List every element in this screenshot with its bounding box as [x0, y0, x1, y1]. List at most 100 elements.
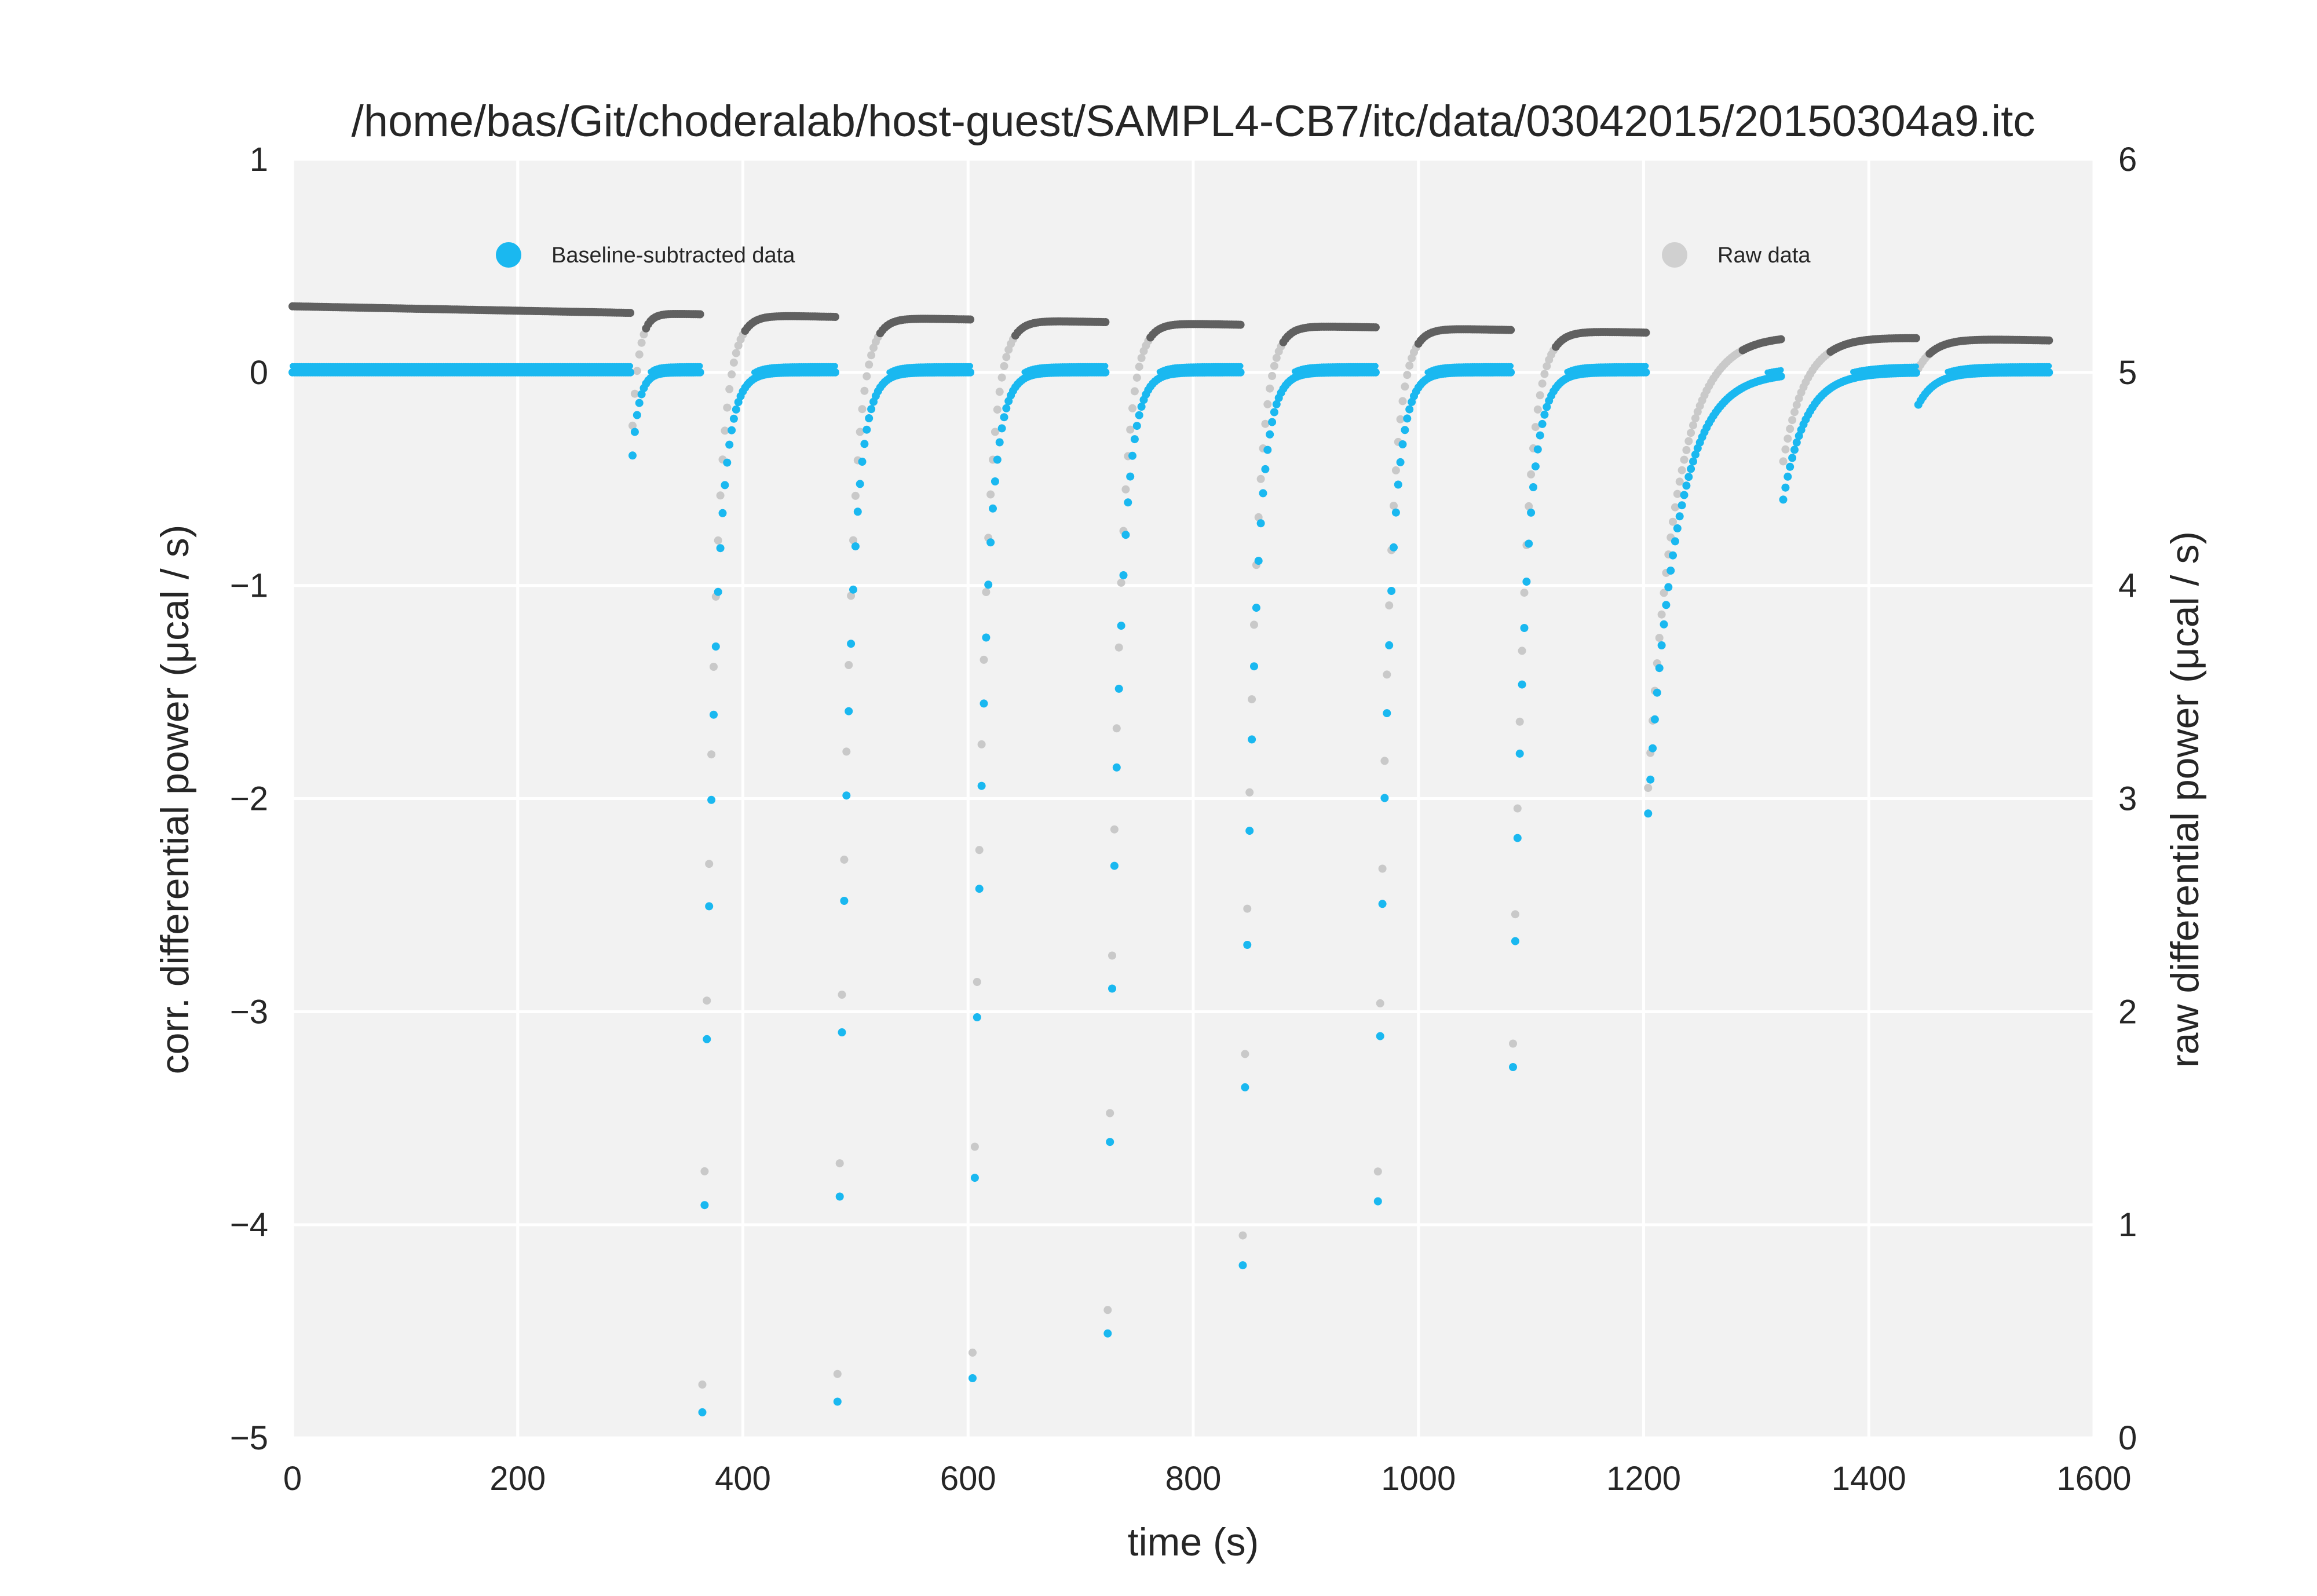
raw-data-point [1383, 670, 1391, 679]
corrected-data-point [1649, 744, 1657, 753]
raw-data-point [633, 367, 641, 375]
raw-data-point [725, 385, 734, 393]
corrected-data-point [1525, 539, 1533, 548]
corrected-data-point [1132, 422, 1141, 430]
raw-data-point [831, 313, 839, 321]
corrected-data-point [865, 414, 874, 422]
corrected-data-point [1913, 363, 1919, 370]
raw-data-point [1644, 784, 1653, 792]
raw-data-point [637, 338, 646, 347]
y-left-tick-label: −3 [230, 993, 268, 1031]
raw-data-point [1680, 455, 1689, 464]
corrected-data-point [982, 633, 991, 642]
corrected-data-point [1671, 537, 1679, 546]
raw-data-point [1371, 323, 1380, 332]
raw-data-point [1779, 457, 1788, 466]
raw-data-point [710, 663, 718, 671]
raw-data-point [1912, 334, 1920, 342]
corrected-data-point [970, 1174, 979, 1182]
x-tick-label: 200 [489, 1460, 546, 1498]
raw-data-point [847, 591, 856, 600]
corrected-data-point [1270, 408, 1278, 417]
raw-data-point [860, 386, 869, 395]
corrected-data-point [1101, 368, 1110, 377]
corrected-data-point [698, 1408, 707, 1416]
x-tick-label: 600 [940, 1460, 996, 1498]
raw-data-point [1117, 578, 1125, 587]
raw-data-point [696, 310, 704, 319]
y-left-tick-label: −4 [230, 1206, 268, 1244]
corrected-data-point [1405, 405, 1414, 414]
raw-data-point [1515, 717, 1524, 726]
raw-data-point [858, 405, 867, 414]
raw-data-point [1691, 414, 1700, 422]
raw-data-point [838, 991, 846, 999]
corrected-data-point [1130, 435, 1139, 444]
raw-data-point [734, 341, 743, 350]
corrected-data-point [711, 642, 720, 651]
raw-data-point [703, 996, 711, 1005]
y-right-tick-label: 4 [2118, 567, 2137, 605]
corrected-data-point [628, 451, 637, 460]
corrected-data-point [714, 587, 722, 596]
raw-data-point [966, 315, 975, 324]
corrected-data-point [1642, 368, 1650, 377]
corrected-data-point [1912, 368, 1920, 377]
corrected-data-point [1396, 458, 1405, 466]
corrected-data-point [1103, 1329, 1112, 1338]
corrected-data-point [1272, 400, 1281, 408]
raw-data-point [1108, 951, 1116, 960]
corrected-data-point [1403, 414, 1412, 423]
y-left-tick-label: −1 [230, 567, 268, 605]
raw-data-point [867, 351, 876, 360]
raw-data-point [835, 1159, 844, 1168]
raw-data-point [982, 588, 991, 596]
corrected-data-point [1527, 508, 1536, 517]
corrected-data-point [1673, 524, 1682, 532]
raw-data-point [1689, 421, 1697, 430]
raw-data-point [1268, 372, 1277, 380]
corrected-data-point [969, 1374, 977, 1382]
corrected-data-point [1520, 624, 1529, 632]
raw-data-point [1509, 1039, 1517, 1048]
raw-data-point [1527, 470, 1536, 479]
corrected-data-point [849, 585, 857, 594]
corrected-data-point [1110, 861, 1119, 870]
corrected-data-point [703, 1035, 711, 1043]
raw-data-point [980, 655, 988, 664]
corrected-data-point [1121, 531, 1130, 539]
raw-data-point [1121, 485, 1130, 494]
raw-data-point [1398, 397, 1407, 406]
corrected-data-point [1644, 809, 1653, 818]
corrected-data-point [627, 363, 634, 369]
raw-data-point [1396, 415, 1405, 423]
corrected-data-point [991, 477, 999, 485]
raw-data-point [1792, 400, 1801, 409]
raw-data-point [1533, 405, 1542, 414]
corrected-data-point [986, 538, 995, 547]
raw-data-point [1126, 425, 1135, 434]
raw-data-point [1657, 610, 1666, 619]
corrected-data-point [1667, 567, 1675, 575]
corrected-data-point [1687, 465, 1695, 473]
y-left-tick-label: −2 [230, 780, 268, 818]
corrected-data-point [1002, 404, 1011, 412]
raw-data-point [1687, 429, 1695, 437]
corrected-data-point [732, 405, 740, 414]
corrected-data-point [984, 580, 993, 589]
raw-data-point [969, 1348, 977, 1357]
raw-data-points [288, 302, 2053, 1389]
corrected-data-point [966, 368, 975, 377]
raw-data-point [1682, 445, 1691, 454]
raw-data-point [970, 1142, 979, 1151]
corrected-data-point [867, 405, 876, 414]
y-right-tick-label: 2 [2118, 993, 2137, 1031]
corrected-data-point [1238, 1261, 1247, 1270]
raw-data-point [1403, 371, 1412, 379]
raw-data-point [1378, 864, 1387, 873]
corrected-data-point [1248, 735, 1256, 744]
corrected-data-point [851, 542, 860, 551]
corrected-data-point [1792, 438, 1801, 447]
